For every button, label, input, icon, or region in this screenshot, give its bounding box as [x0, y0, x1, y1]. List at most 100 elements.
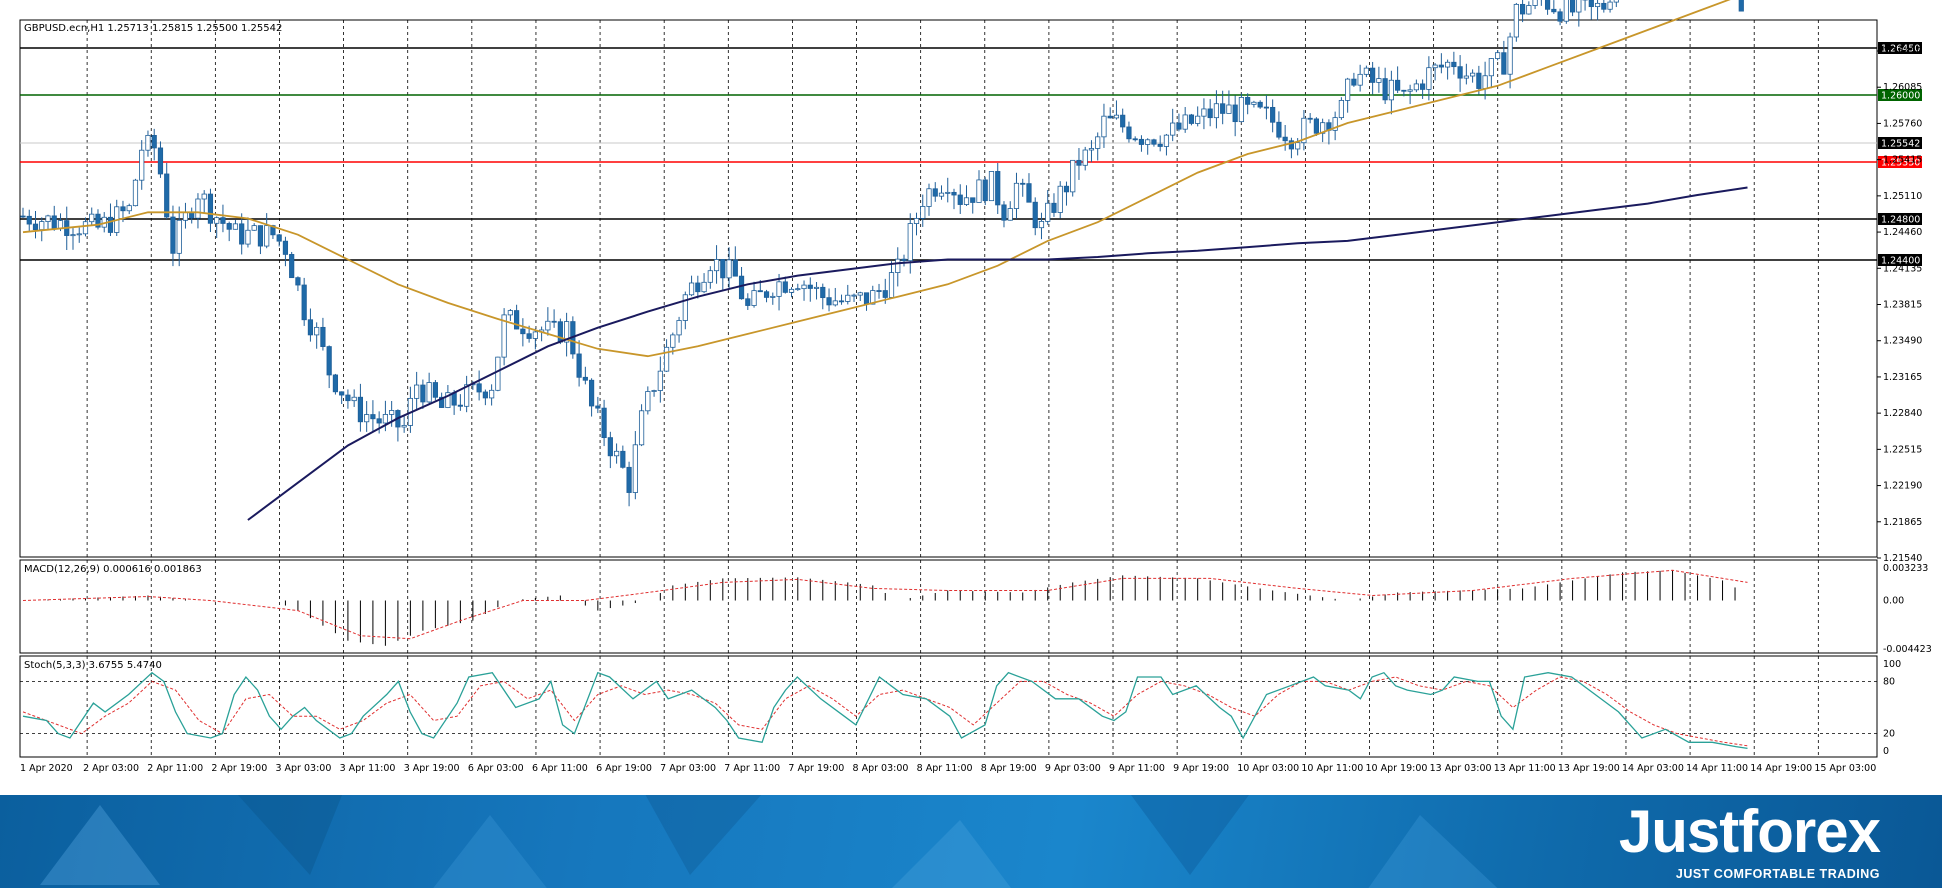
candle-body	[1613, 0, 1619, 3]
candle-body	[1263, 106, 1270, 109]
candle-body	[1270, 106, 1276, 123]
macd-signal-line	[22, 569, 1748, 640]
candle-body	[982, 179, 988, 202]
x-tick-label: 6 Apr 19:00	[596, 763, 652, 774]
candle-body	[826, 297, 832, 306]
macd-label: MACD(12,26,9) 0.000616 0.001863	[24, 564, 202, 575]
candle-body	[132, 179, 139, 207]
candle-body	[995, 171, 1001, 206]
candle-body	[357, 396, 364, 423]
candle-body	[1519, 3, 1526, 15]
candle-body	[282, 240, 289, 255]
candle-body	[82, 221, 89, 235]
candle-body	[1132, 138, 1138, 141]
candle-body	[220, 217, 226, 224]
y-tick-label: 1.25760	[1883, 118, 1922, 129]
x-tick-label: 14 Apr 11:00	[1686, 763, 1748, 774]
candle-body	[51, 215, 57, 229]
candle-body	[1232, 104, 1238, 123]
price-level-tag	[1878, 42, 1922, 54]
candle-body	[339, 391, 345, 396]
price-level-label: 1.24400	[1881, 256, 1920, 267]
x-tick-label: 9 Apr 03:00	[1045, 763, 1101, 774]
candle-body	[1576, 0, 1582, 13]
candle-body	[657, 370, 663, 391]
candle-body	[1457, 66, 1463, 79]
candle-body	[595, 405, 601, 409]
candle-body	[1476, 72, 1482, 89]
candle-body	[1588, 0, 1594, 8]
candle-body	[1551, 8, 1557, 13]
candle-body	[1095, 136, 1101, 149]
x-tick-label: 9 Apr 11:00	[1109, 763, 1165, 774]
x-tick-label: 2 Apr 11:00	[147, 763, 203, 774]
candle-body	[1201, 108, 1207, 117]
candle-body	[1088, 148, 1095, 151]
brand-banner: Justforex JUST COMFORTABLE TRADING	[0, 795, 1942, 888]
y-tick-label: 1.22840	[1883, 408, 1922, 419]
candle-body	[489, 389, 495, 399]
candle-body	[1594, 2, 1601, 8]
candle-body	[1332, 117, 1338, 131]
candle-body	[257, 225, 264, 247]
price-level-label: 1.26000	[1881, 91, 1920, 102]
candle-body	[1407, 89, 1413, 92]
price-level-label: 1.26450	[1881, 44, 1920, 55]
panel-frame-1	[19, 19, 1878, 558]
candle-body	[1251, 101, 1257, 105]
candle-body	[345, 394, 351, 402]
candle-body	[1607, 1, 1613, 10]
candle-body	[189, 211, 195, 219]
candle-body	[1126, 126, 1132, 140]
candle-body	[932, 188, 938, 197]
candle-body	[963, 197, 970, 205]
y-tick-label: 1.25110	[1883, 191, 1922, 202]
candle-body	[1207, 108, 1213, 119]
candle-body	[120, 206, 126, 212]
candle-body	[1544, 0, 1551, 10]
candle-body	[532, 331, 538, 339]
candle-body	[1445, 61, 1451, 68]
candle-body	[182, 211, 189, 221]
candle-body	[832, 300, 838, 306]
candle-body	[795, 288, 801, 291]
candle-body	[1113, 114, 1120, 119]
candle-body	[1569, 0, 1576, 13]
stoch-label: Stoch(5,3,3) 3.6755 5.4740	[24, 660, 162, 671]
candle-body	[126, 205, 132, 212]
candle-body	[364, 414, 370, 423]
candle-body	[626, 466, 632, 493]
candle-body	[1176, 122, 1182, 130]
candle-body	[713, 259, 720, 272]
candle-body	[1063, 185, 1070, 193]
chart-svg: 1.264501.260001.255421.253501.248001.244…	[19, 0, 1932, 774]
candle-body	[601, 407, 607, 439]
candle-body	[1526, 5, 1532, 15]
candle-body	[663, 346, 670, 372]
candle-body	[414, 384, 420, 399]
candle-body	[751, 290, 757, 306]
candle-body	[1151, 139, 1157, 145]
candle-body	[195, 198, 201, 219]
chart-area: 1.26450 1.26000 1.25542 1.25350 1.24800 1.244…	[19, 0, 1932, 774]
candle-body	[770, 295, 776, 298]
candle-body	[1245, 97, 1251, 105]
candle-body	[863, 292, 870, 305]
candle-body	[1494, 52, 1501, 59]
candle-body	[813, 286, 820, 289]
candle-body	[1320, 122, 1326, 134]
candle-body	[1070, 159, 1076, 193]
candle-body	[170, 216, 176, 254]
candle-body	[701, 281, 707, 293]
candle-body	[239, 223, 245, 245]
candle-body	[645, 391, 651, 412]
candle-body	[1145, 139, 1151, 145]
price-level-label: 1.25350	[1881, 158, 1920, 169]
y-tick-label: 1.22190	[1883, 481, 1922, 492]
candle-body	[1363, 67, 1369, 75]
candle-body	[1513, 3, 1519, 38]
y-tick-label: 1.26085	[1883, 82, 1922, 93]
price-level-tag	[1878, 89, 1922, 101]
candle-body	[1370, 67, 1376, 83]
candle-body	[551, 320, 557, 323]
